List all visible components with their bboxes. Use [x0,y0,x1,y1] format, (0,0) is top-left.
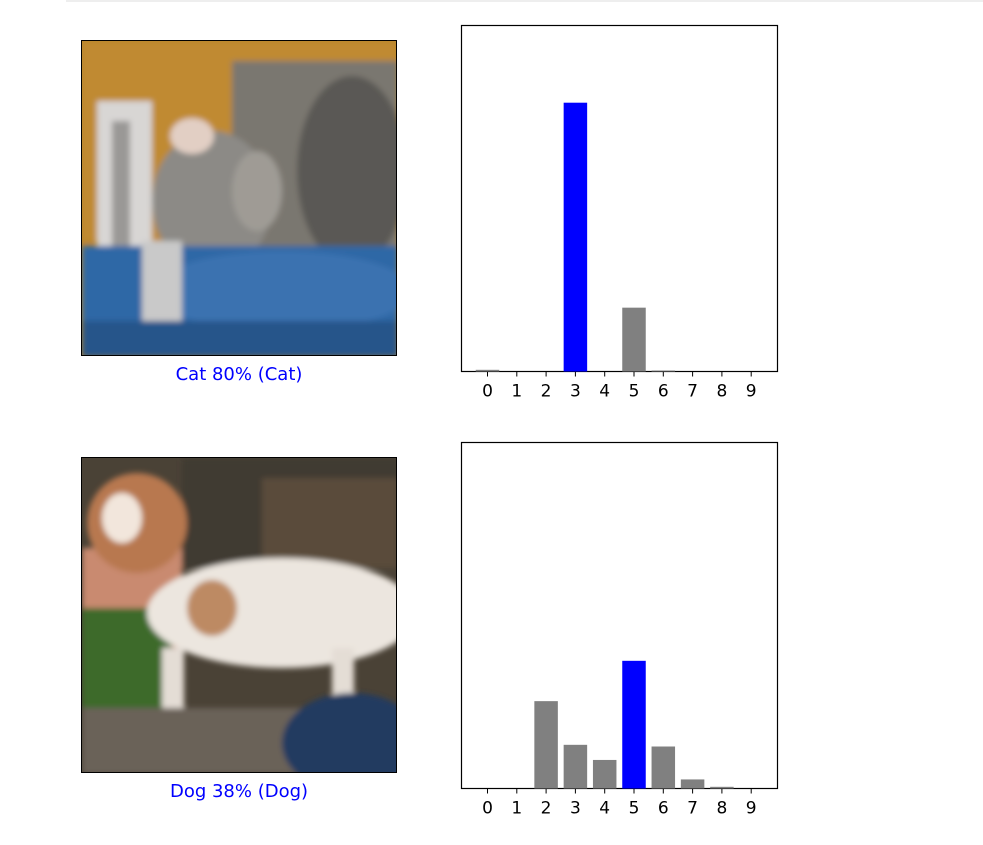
bar-7 [680,779,705,789]
x-tick-label-6: 6 [658,799,669,819]
x-tick-label-1: 1 [511,799,522,819]
x-tick-label-7: 7 [687,799,698,819]
x-tick-label-5: 5 [629,799,640,819]
bar-6 [651,746,676,789]
axes-frame [460,24,779,373]
dog-image [81,457,397,773]
x-tick-label-2: 2 [541,382,552,402]
x-tick-label-7: 7 [687,382,698,402]
axes-frame [460,441,779,790]
x-tick-label-3: 3 [570,799,581,819]
x-tick-label-8: 8 [716,382,727,402]
bar-5 [622,660,646,789]
x-tick-label-4: 4 [599,799,610,819]
bar-5 [622,307,646,372]
bar-3 [563,102,588,372]
bar-8 [710,786,734,789]
bar-4 [592,759,617,789]
dog-caption: Dog 38% (Dog) [169,781,309,802]
x-tick-label-2: 2 [541,799,552,819]
x-tick-label-9: 9 [746,799,757,819]
x-tick-label-8: 8 [716,799,727,819]
x-tick-label-3: 3 [570,382,581,402]
x-tick-label-4: 4 [599,382,610,402]
cat-caption: Cat 80% (Cat) [175,364,303,385]
bar-6 [651,370,676,372]
x-tick-label-1: 1 [511,382,522,402]
x-tick-label-6: 6 [658,382,669,402]
bar-2 [534,701,558,789]
x-tick-label-0: 0 [482,382,493,402]
bar-0 [475,369,500,372]
x-tick-label-9: 9 [746,382,757,402]
x-tick-label-5: 5 [629,382,640,402]
x-tick-label-0: 0 [482,799,493,819]
top-divider [66,0,983,2]
bar-3 [563,744,588,789]
cat-image [81,40,397,356]
